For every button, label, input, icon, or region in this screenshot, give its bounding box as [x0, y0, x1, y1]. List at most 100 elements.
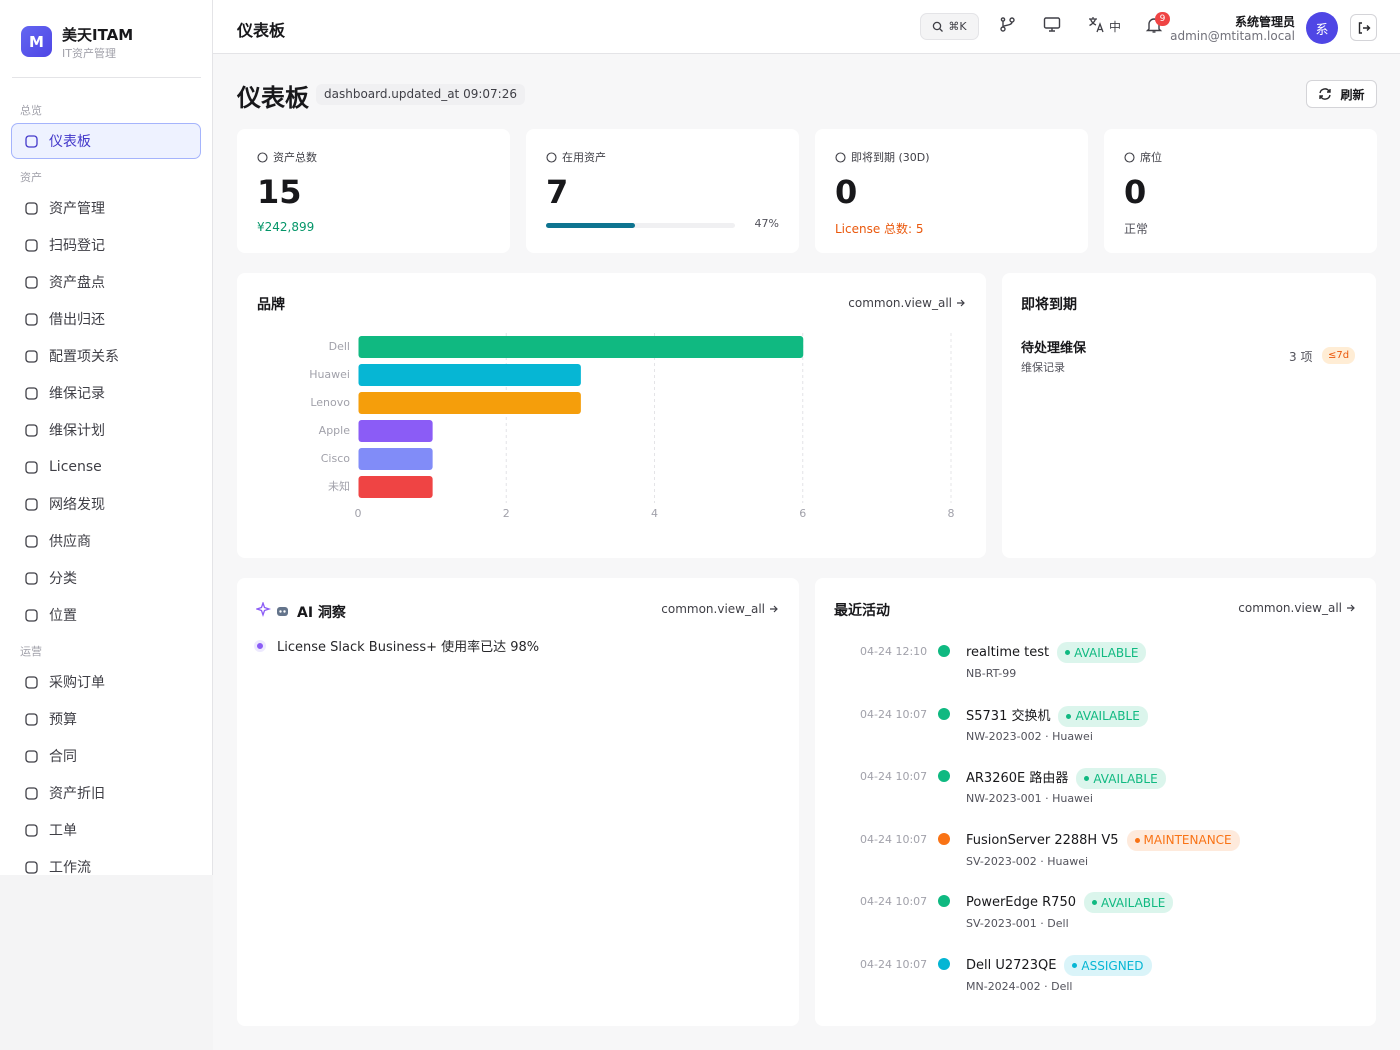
search-button[interactable]: ⌘K: [920, 13, 979, 40]
branch-icon[interactable]: [999, 16, 1016, 33]
icon-shape: [546, 151, 557, 163]
refresh-button[interactable]: 刷新: [1306, 80, 1377, 108]
nav-item[interactable]: 分类: [11, 560, 201, 596]
activity-item[interactable]: 04-24 10:07 PowerEdge R750 AVAILABLE SV-202…: [815, 892, 1376, 957]
language[interactable]: 中: [1109, 20, 1122, 34]
activity-detail: NW-2023-002 · Huawei: [966, 729, 1093, 743]
stat-label-row: 资产总数: [257, 149, 490, 165]
activity-item[interactable]: 04-24 10:07 AR3260E 路由器 AVAILABLE NW-2023-0…: [815, 767, 1376, 832]
nav-item[interactable]: 仪表板: [11, 123, 201, 159]
activity-name-row: PowerEdge R750 AVAILABLE: [966, 892, 1174, 914]
expiring-item[interactable]: 待处理维保 维保记录 3 项 ≤7d: [1002, 273, 1376, 374]
panel-title: 即将到期: [1021, 297, 1077, 313]
status-dot: [1134, 837, 1140, 843]
activity-item[interactable]: 04-24 10:07 Dell U2723QE ASSIGNED MN-2024-0…: [815, 955, 1376, 1020]
nav: 总览 仪表板 资产 资产管理 扫码登记 资产盘点 借出归还 配置项关系 维保记录 维保计划 Lice…: [11, 100, 201, 875]
icon-shape: [25, 786, 38, 800]
arrow-icon: [770, 605, 778, 613]
activity-panel: 最近活动 common.view_all 04-24 12:10 realtime…: [815, 578, 1376, 1026]
ai-icon: [256, 602, 288, 618]
nav-item-label: 仪表板: [49, 134, 91, 150]
activity-dot: [938, 958, 950, 970]
logout-button[interactable]: [1350, 14, 1377, 41]
activity-name-row: FusionServer 2288H V5 MAINTENANCE: [966, 829, 1240, 851]
nav-icon: [25, 534, 38, 548]
nav-item[interactable]: 资产盘点: [11, 264, 201, 300]
nav-item[interactable]: 工单: [11, 812, 201, 848]
x-tick-label: 6: [799, 507, 806, 520]
activity-item[interactable]: 04-24 12:10 realtime test AVAILABLE NB-RT-9…: [815, 642, 1376, 707]
x-tick-label: 8: [948, 507, 955, 520]
y-tick-label: Lenovo: [310, 396, 350, 409]
page-title: 仪表板: [237, 84, 309, 112]
nav-item-label: 供应商: [49, 534, 91, 550]
nav-item[interactable]: 配置项关系: [11, 338, 201, 374]
nav-item[interactable]: 资产管理: [11, 190, 201, 226]
icon-shape: [25, 712, 38, 726]
logo[interactable]: M: [21, 26, 52, 57]
activity-item[interactable]: 04-24 10:07 FusionServer 2288H V5 MAINTENA…: [815, 829, 1376, 895]
arrow-icon: [1347, 604, 1355, 612]
stat-card: 在用资产 7 47%: [526, 129, 799, 253]
nav-icon: [25, 497, 38, 511]
activity-dot: [938, 645, 950, 657]
view-all-link[interactable]: common.view_all: [1238, 601, 1356, 615]
activity-name-row: AR3260E 路由器 AVAILABLE: [966, 767, 1166, 790]
stat-label: 在用资产: [562, 151, 606, 164]
nav-item[interactable]: 供应商: [11, 523, 201, 559]
brand-panel: 品牌 common.view_all 0 2 4 6 8 Dell Huawei Lenovo…: [237, 273, 986, 558]
icon-shape: [25, 386, 38, 400]
y-tick-label: Cisco: [321, 452, 351, 465]
nav-item[interactable]: 维保记录: [11, 375, 201, 411]
nav-item[interactable]: 借出归还: [11, 301, 201, 337]
panel-title: 最近活动: [834, 603, 890, 619]
status-text: AVAILABLE: [1093, 771, 1158, 786]
nav-item-label: 分类: [49, 571, 77, 587]
sidebar: M 美天ITAM IT资产管理 总览 仪表板 资产 资产管理 扫码登记 资产盘点 借出归还配…: [0, 0, 213, 875]
status-badge: AVAILABLE: [1084, 892, 1174, 914]
translate-icon[interactable]: [1088, 16, 1105, 33]
activity-item[interactable]: 04-24 10:07 S5731 交换机 AVAILABLE NW-2023-002…: [815, 705, 1376, 770]
nav-item[interactable]: 扫码登记: [11, 227, 201, 263]
activity-time: 04-24 10:07: [860, 895, 928, 909]
nav-icon: [25, 312, 38, 326]
divider: [12, 77, 201, 78]
stat-icon: [1124, 151, 1135, 163]
search-shortcut: ⌘K: [948, 20, 967, 33]
nav-item[interactable]: 合同: [11, 738, 201, 774]
link-text: common.view_all: [661, 602, 765, 616]
status-dot: [1092, 900, 1097, 906]
user-name: 系统管理员: [1234, 15, 1295, 29]
nav-item[interactable]: 网络发现: [11, 486, 201, 522]
nav-item[interactable]: 预算: [11, 701, 201, 737]
nav-item[interactable]: 采购订单: [11, 664, 201, 700]
nav-item[interactable]: 资产折旧: [11, 775, 201, 811]
view-all-link[interactable]: common.view_all: [661, 602, 779, 616]
activity-name-row: realtime test AVAILABLE: [966, 642, 1147, 663]
activity-name: AR3260E 路由器: [966, 771, 1069, 787]
view-all-link[interactable]: common.view_all: [848, 296, 966, 310]
nav-item[interactable]: 工作流: [11, 849, 201, 875]
bar: [358, 448, 433, 470]
icon-shape: [25, 460, 38, 474]
nav-item[interactable]: 维保计划: [11, 412, 201, 448]
stat-value: 15: [257, 173, 302, 211]
nav-icon: [25, 386, 38, 400]
nav-item-label: 预算: [49, 712, 77, 728]
refresh-label: 刷新: [1340, 87, 1365, 102]
status-text: AVAILABLE: [1101, 895, 1166, 910]
monitor-icon[interactable]: [1043, 16, 1061, 33]
nav-item[interactable]: License: [11, 449, 201, 485]
nav-item-label: 配置项关系: [49, 349, 119, 365]
icon-shape: [25, 201, 38, 215]
nav-item[interactable]: 位置: [11, 597, 201, 633]
stat-label: 即将到期 (30D): [851, 151, 930, 164]
nav-item-label: 工作流: [49, 860, 91, 875]
status-dot: [1066, 713, 1072, 719]
stat-label-row: 即将到期 (30D): [835, 149, 1068, 165]
nav-item-label: 网络发现: [49, 497, 105, 513]
avatar[interactable]: 系: [1306, 12, 1338, 44]
icon-shape: [25, 423, 38, 437]
bar: [358, 364, 581, 386]
